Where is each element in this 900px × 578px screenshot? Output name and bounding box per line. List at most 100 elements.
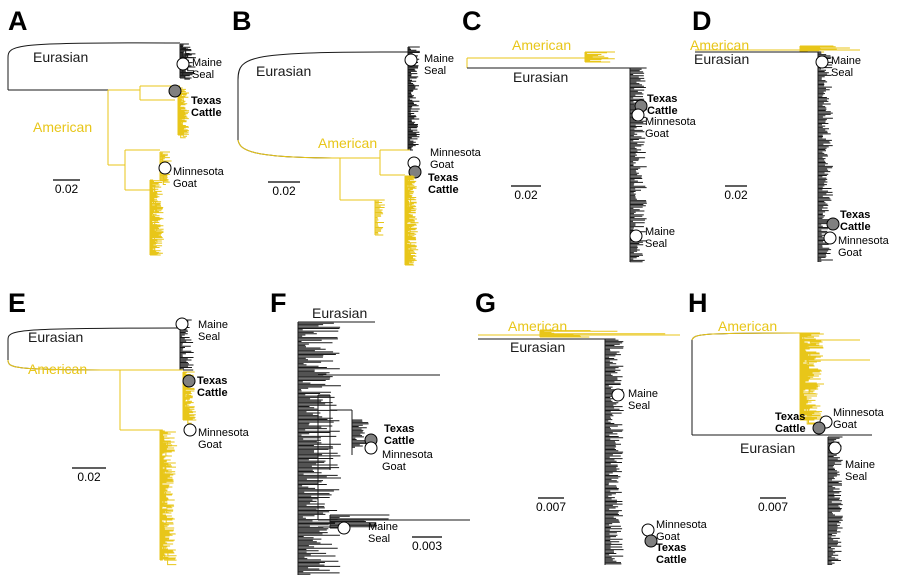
sample-texas-cattle-name: Texas <box>197 375 227 387</box>
sample-minnesota-goat-name: Minnesota <box>838 235 890 247</box>
sample-minnesota-goat-sub: Goat <box>382 461 406 473</box>
clade-label-american: American <box>28 361 87 377</box>
scale-a-label: 0.02 <box>55 182 79 196</box>
clade-label-eurasian: Eurasian <box>694 51 749 67</box>
marker-maine-seal <box>828 441 842 455</box>
sample-minnesota-goat-name: Minnesota <box>645 116 697 128</box>
sample-texas-cattle-sub: Cattle <box>191 107 222 119</box>
sample-texas-cattle-name: Texas <box>775 411 805 423</box>
marker-minnesota-goat <box>158 161 172 175</box>
clade-label-american: American <box>690 37 749 53</box>
sample-texas-cattle-sub: Cattle <box>197 387 228 399</box>
clade-label-eurasian: Eurasian <box>33 49 88 65</box>
panel-label-d: D <box>692 6 712 36</box>
sample-texas-cattle-sub: Cattle <box>775 423 806 435</box>
clade-label-eurasian: Eurasian <box>510 339 565 355</box>
sample-texas-cattle-name: Texas <box>428 172 458 184</box>
sample-texas-cattle-sub: Cattle <box>656 554 687 566</box>
marker-minnesota-goat <box>823 231 837 245</box>
scale-h-label: 0.007 <box>758 500 788 514</box>
sample-texas-cattle-sub: Cattle <box>384 435 415 447</box>
sample-maine-seal-name: Maine <box>368 521 398 533</box>
sample-maine-seal-sub: Seal <box>845 471 867 483</box>
clade-label-american: American <box>33 119 92 135</box>
sample-minnesota-goat-name: Minnesota <box>173 166 225 178</box>
clade-label-eurasian: Eurasian <box>256 63 311 79</box>
sample-minnesota-goat-sub: Goat <box>173 178 197 190</box>
sample-texas-cattle-name: Texas <box>647 93 677 105</box>
sample-maine-seal-sub: Seal <box>198 331 220 343</box>
sample-maine-seal-sub: Seal <box>628 400 650 412</box>
sample-minnesota-goat-sub: Goat <box>198 439 222 451</box>
clade-label-eurasian: Eurasian <box>28 329 83 345</box>
clade-label-eurasian: Eurasian <box>513 69 568 85</box>
marker-maine-seal <box>404 53 418 67</box>
marker-maine-seal <box>611 388 625 402</box>
panel-label-g: G <box>475 288 496 318</box>
clade-label-american: American <box>318 135 377 151</box>
sample-maine-seal-name: Maine <box>845 459 875 471</box>
sample-maine-seal-sub: Seal <box>645 238 667 250</box>
marker-minnesota-goat <box>631 108 645 122</box>
sample-minnesota-goat-name: Minnesota <box>198 427 250 439</box>
clade-label-american: American <box>718 318 777 334</box>
clade-label-eurasian: Eurasian <box>312 305 367 321</box>
sample-maine-seal-sub: Seal <box>424 65 446 77</box>
sample-maine-seal-name: Maine <box>192 57 222 69</box>
sample-minnesota-goat-name: Minnesota <box>833 407 885 419</box>
sample-texas-cattle-sub: Cattle <box>647 105 678 117</box>
sample-minnesota-goat-sub: Goat <box>656 531 680 543</box>
sample-minnesota-goat-name: Minnesota <box>656 519 708 531</box>
sample-texas-cattle-sub: Cattle <box>428 184 459 196</box>
sample-maine-seal-name: Maine <box>424 53 454 65</box>
marker-maine-seal <box>337 521 351 535</box>
scale-g-label: 0.007 <box>536 500 566 514</box>
sample-maine-seal-name: Maine <box>628 388 658 400</box>
sample-maine-seal-name: Maine <box>198 319 228 331</box>
marker-texas-cattle <box>826 217 840 231</box>
marker-texas-cattle <box>812 421 826 435</box>
scale-c-label: 0.02 <box>514 188 538 202</box>
clade-label-eurasian: Eurasian <box>740 440 795 456</box>
panel-label-b: B <box>232 6 252 36</box>
sample-maine-seal-sub: Seal <box>368 533 390 545</box>
marker-texas-cattle <box>644 534 658 548</box>
sample-texas-cattle-name: Texas <box>191 95 221 107</box>
marker-minnesota-goat <box>364 441 378 455</box>
tree-panel-c: C American Eurasian TexasCattleMinnesotaGoa… <box>462 6 697 263</box>
marker-texas-cattle <box>182 374 196 388</box>
sample-minnesota-goat-sub: Goat <box>430 159 454 171</box>
marker-minnesota-goat <box>183 423 197 437</box>
marker-maine-seal <box>629 229 643 243</box>
sample-texas-cattle-name: Texas <box>384 423 414 435</box>
marker-minnesota-goat <box>641 523 655 537</box>
marker-texas-cattle <box>168 84 182 98</box>
panel-label-e: E <box>8 288 26 318</box>
marker-maine-seal <box>815 55 829 69</box>
sample-texas-cattle-name: Texas <box>840 209 870 221</box>
sample-maine-seal-sub: Seal <box>192 69 214 81</box>
marker-maine-seal <box>176 57 190 71</box>
panel-label-c: C <box>462 6 482 36</box>
sample-texas-cattle-sub: Cattle <box>840 221 871 233</box>
scale-d-label: 0.02 <box>724 188 748 202</box>
marker-maine-seal <box>175 317 189 331</box>
panel-label-f: F <box>270 288 287 318</box>
sample-minnesota-goat-name: Minnesota <box>382 449 434 461</box>
sample-maine-seal-name: Maine <box>831 55 861 67</box>
sample-maine-seal-sub: Seal <box>831 67 853 79</box>
scale-b-label: 0.02 <box>272 184 296 198</box>
sample-texas-cattle-name: Texas <box>656 542 686 554</box>
clade-label-american: American <box>508 318 567 334</box>
panel-label-h: H <box>688 288 708 318</box>
sample-maine-seal-name: Maine <box>645 226 675 238</box>
scale-f-label: 0.003 <box>412 539 442 553</box>
sample-minnesota-goat-name: Minnesota <box>430 147 482 159</box>
